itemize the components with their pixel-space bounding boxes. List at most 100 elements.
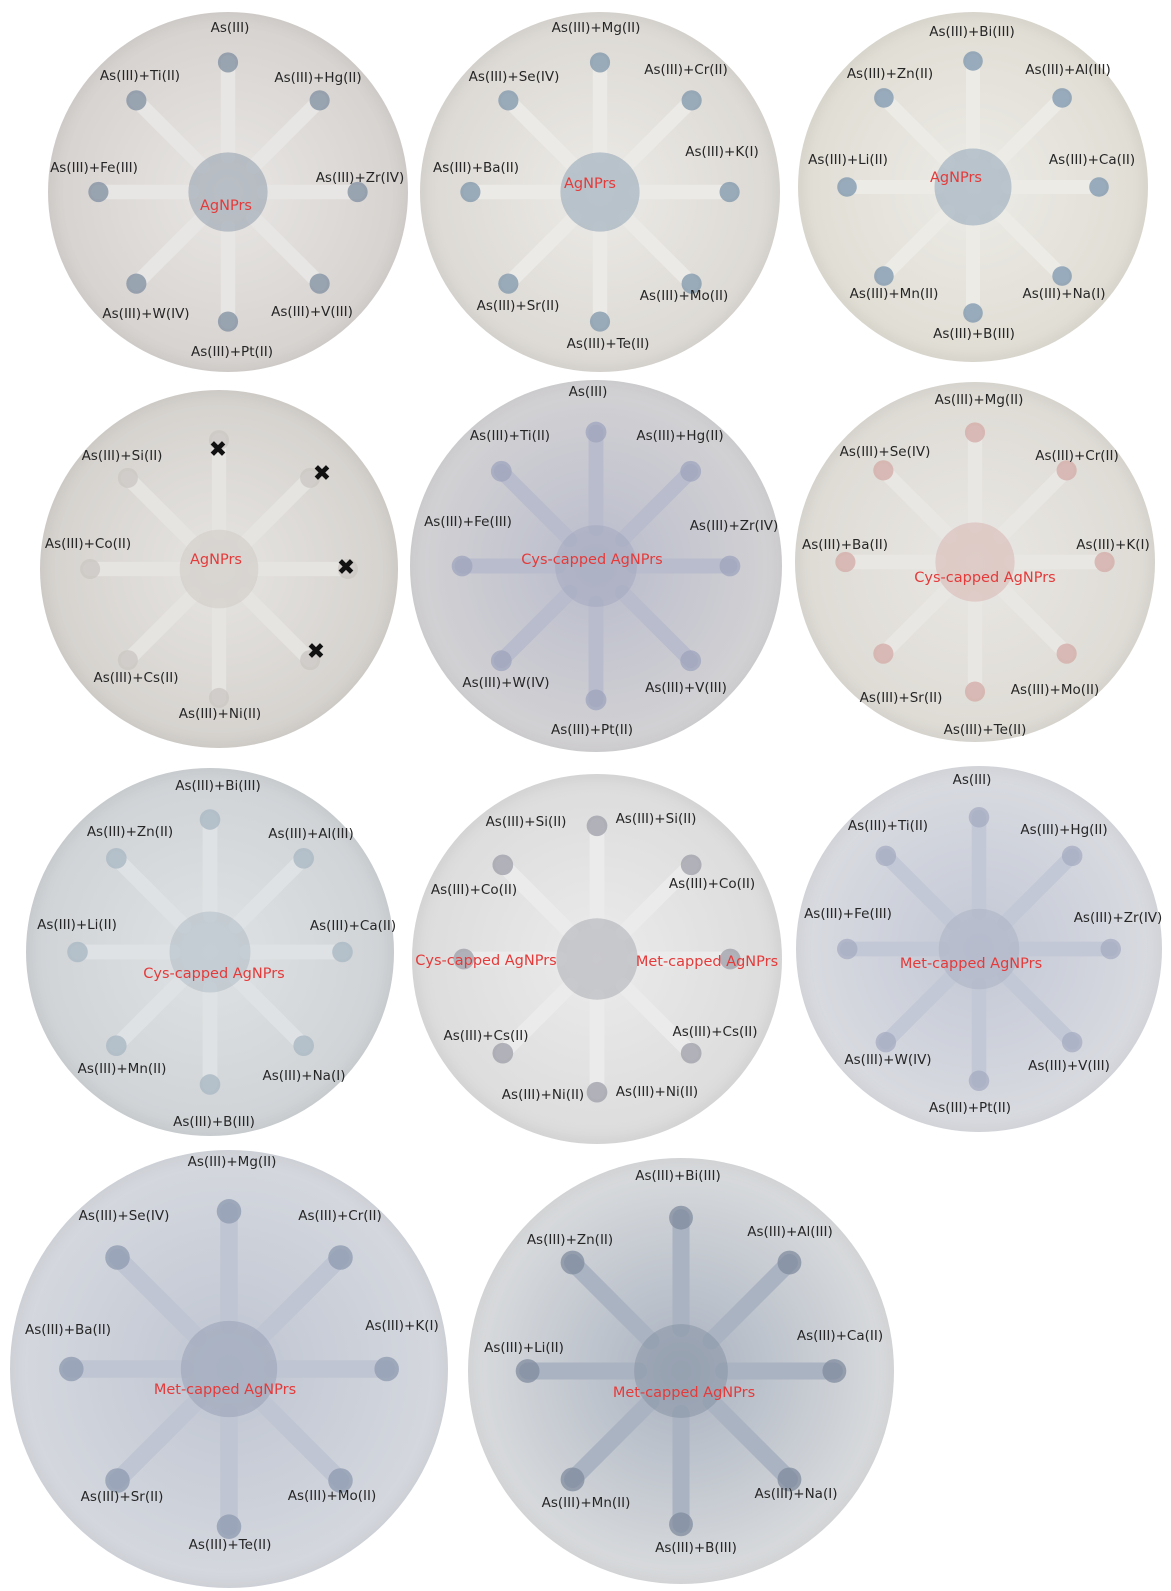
plate-channel bbox=[702, 1254, 798, 1350]
plate-label: As(III)+W(IV) bbox=[462, 675, 550, 691]
sample-spot bbox=[560, 1467, 585, 1492]
sample-spot bbox=[300, 650, 321, 671]
plate-label: As(III)+Sr(II) bbox=[476, 298, 560, 314]
sample-spot bbox=[105, 1245, 130, 1270]
plate-label: As(III) bbox=[568, 384, 608, 400]
plate-label: As(III)+Te(II) bbox=[943, 722, 1027, 738]
plate-channel bbox=[564, 1254, 660, 1350]
plate-label: As(III)+Fe(III) bbox=[424, 514, 512, 530]
plate-channel bbox=[614, 463, 699, 548]
sample-spot bbox=[492, 1042, 514, 1064]
plate-channel bbox=[993, 580, 1074, 661]
sample-spot bbox=[963, 303, 983, 323]
sample-spot bbox=[88, 181, 109, 203]
plate-channel bbox=[228, 850, 312, 934]
sample-spot bbox=[964, 422, 986, 443]
plate-label: As(III)+Na(I) bbox=[262, 1068, 346, 1084]
plate-label: As(III)+Ni(II) bbox=[501, 1087, 585, 1103]
sample-spot bbox=[681, 273, 702, 294]
sample-spot bbox=[374, 1356, 399, 1382]
plate-label: As(III)+Hg(II) bbox=[1020, 822, 1108, 838]
sample-spot bbox=[874, 266, 894, 286]
plate-channel bbox=[108, 850, 192, 934]
sample-spot bbox=[337, 558, 358, 580]
plate-center-label: AgNPrs bbox=[200, 198, 252, 214]
plate-label: As(III)+Hg(II) bbox=[274, 70, 362, 86]
sample-spot bbox=[216, 1199, 242, 1224]
paper-plate-9: Met-capped AgNPrs As(III) As(III)+Hg(II)… bbox=[796, 766, 1162, 1132]
plate-label: As(III)+Se(IV) bbox=[468, 69, 560, 85]
plate-channel bbox=[997, 848, 1080, 931]
plate-channel bbox=[495, 857, 579, 941]
plate-label: As(III)+Ni(II) bbox=[178, 706, 262, 722]
sample-spot bbox=[963, 51, 983, 71]
sample-spot bbox=[1061, 845, 1083, 867]
plate-label: As(III)+Li(II) bbox=[484, 1340, 564, 1356]
plate-channel bbox=[501, 93, 582, 174]
sample-spot bbox=[680, 854, 702, 876]
plate-center-label: Cys-capped AgNPrs bbox=[914, 570, 1056, 586]
plate-label: As(III)+V(III) bbox=[271, 304, 353, 320]
plate-arms bbox=[835, 422, 1115, 702]
plate-center-label: AgNPrs bbox=[564, 176, 616, 192]
plate-channel bbox=[618, 93, 699, 174]
plate-arms bbox=[451, 421, 741, 711]
sample-spot bbox=[498, 90, 519, 111]
sample-spot bbox=[199, 809, 221, 830]
center-stain bbox=[634, 1324, 728, 1418]
paper-plate-10: Met-capped AgNPrs As(III)+Mg(II) As(III)… bbox=[10, 1150, 448, 1588]
sample-spot bbox=[208, 430, 230, 451]
sample-spot bbox=[585, 689, 607, 711]
sample-spot bbox=[586, 1081, 608, 1103]
plate-label: As(III)+Cs(II) bbox=[93, 670, 179, 686]
cross-mark-icon: ✖ bbox=[208, 437, 228, 463]
sample-spot bbox=[1056, 460, 1077, 481]
plate-channel bbox=[495, 977, 579, 1061]
sample-spot bbox=[328, 1468, 353, 1493]
sample-spot bbox=[719, 181, 740, 203]
plate-label: As(III)+Zn(II) bbox=[526, 1232, 614, 1248]
sample-spot bbox=[1052, 266, 1072, 286]
sample-spot bbox=[719, 555, 741, 577]
plate-label: As(III)+Mo(II) bbox=[287, 1488, 377, 1504]
plate-label: As(III)+Na(I) bbox=[1022, 286, 1106, 302]
plate-channel bbox=[878, 967, 961, 1050]
plate-channel bbox=[129, 93, 210, 174]
sample-spot bbox=[1061, 1031, 1083, 1053]
plate-channel bbox=[876, 204, 956, 284]
sample-spot bbox=[106, 848, 127, 869]
plate-label: As(III)+Zr(IV) bbox=[689, 518, 779, 534]
sample-spot bbox=[680, 650, 702, 672]
plate-label: As(III)+Bi(III) bbox=[635, 1168, 721, 1184]
plate-label: As(III)+Mg(II) bbox=[551, 20, 641, 36]
sample-spot bbox=[117, 467, 138, 488]
sample-spot bbox=[217, 311, 239, 332]
plate-label: As(III)+W(IV) bbox=[844, 1052, 932, 1068]
center-stain bbox=[555, 525, 637, 607]
plate-channel bbox=[246, 210, 327, 291]
sample-spot bbox=[515, 1359, 540, 1383]
plate-channel bbox=[878, 848, 961, 931]
sample-spot bbox=[490, 650, 512, 672]
sample-spot bbox=[589, 52, 611, 73]
sample-spot bbox=[837, 177, 857, 197]
sample-spot bbox=[328, 1245, 353, 1270]
sample-spot bbox=[777, 1250, 802, 1275]
plate-channel bbox=[876, 90, 956, 170]
plate-center-label: Cys-capped AgNPrs bbox=[521, 552, 663, 568]
sample-spot bbox=[126, 273, 147, 294]
plate-channel bbox=[120, 587, 201, 668]
sample-spot bbox=[300, 467, 321, 488]
sample-spot bbox=[589, 311, 611, 332]
paper-plate-1: AgNPrs As(III) As(III)+Hg(II) As(III)+Zr… bbox=[48, 12, 408, 372]
plate-label: As(III)+Mg(II) bbox=[187, 1154, 277, 1170]
sample-spot bbox=[873, 460, 894, 481]
sample-spot bbox=[875, 1031, 897, 1053]
plate-channel bbox=[615, 977, 699, 1061]
sample-spot bbox=[199, 1074, 221, 1095]
plate-label: As(III)+Si(II) bbox=[485, 814, 567, 830]
plate-arms bbox=[80, 430, 358, 708]
sample-spot bbox=[719, 948, 741, 970]
plate-label: As(III) bbox=[210, 20, 250, 36]
plate-channel bbox=[618, 210, 699, 291]
